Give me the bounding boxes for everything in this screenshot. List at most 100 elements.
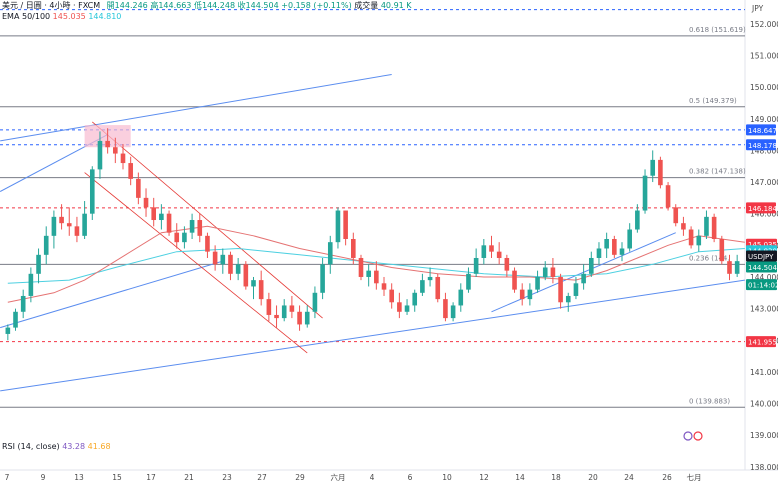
candle[interactable] bbox=[588, 251, 594, 277]
candle[interactable] bbox=[696, 229, 702, 252]
candle[interactable] bbox=[527, 283, 533, 306]
candle[interactable] bbox=[243, 261, 249, 290]
candle[interactable] bbox=[443, 292, 448, 322]
candle[interactable] bbox=[681, 216, 686, 236]
level-tag[interactable]: 146.184 bbox=[746, 202, 777, 214]
candle[interactable] bbox=[496, 242, 502, 265]
candle[interactable] bbox=[665, 182, 671, 211]
candle[interactable] bbox=[205, 232, 210, 258]
candle[interactable] bbox=[89, 166, 95, 221]
candle[interactable] bbox=[435, 273, 441, 303]
candle[interactable] bbox=[212, 245, 218, 271]
candle[interactable] bbox=[105, 128, 110, 154]
candle[interactable] bbox=[420, 273, 425, 296]
candle[interactable] bbox=[519, 283, 525, 306]
price-tag[interactable]: 144.504 bbox=[746, 261, 777, 273]
candle[interactable] bbox=[151, 197, 157, 227]
candle[interactable] bbox=[274, 305, 279, 328]
candle[interactable] bbox=[166, 210, 172, 236]
candle[interactable] bbox=[381, 276, 387, 296]
lightning-icon[interactable] bbox=[683, 431, 693, 441]
candle[interactable] bbox=[335, 207, 341, 249]
candle[interactable] bbox=[312, 286, 318, 319]
level-tag[interactable]: 141.955 bbox=[746, 336, 777, 348]
candle[interactable] bbox=[327, 235, 333, 274]
candle[interactable] bbox=[374, 261, 379, 290]
candle[interactable] bbox=[473, 248, 479, 277]
candle[interactable] bbox=[97, 131, 103, 179]
candle[interactable] bbox=[220, 248, 226, 274]
candle[interactable] bbox=[143, 188, 149, 217]
candle[interactable] bbox=[727, 254, 732, 281]
candle[interactable] bbox=[450, 302, 456, 322]
level-tag[interactable]: 148.647 bbox=[746, 124, 777, 136]
candle[interactable] bbox=[5, 324, 11, 341]
candle[interactable] bbox=[389, 283, 394, 309]
price-tag[interactable]: 01:14:02 bbox=[746, 279, 778, 291]
flag-icon[interactable] bbox=[693, 431, 703, 441]
candle[interactable] bbox=[427, 267, 433, 287]
candle[interactable] bbox=[304, 305, 310, 328]
candle[interactable] bbox=[120, 144, 126, 170]
candle[interactable] bbox=[66, 207, 72, 236]
candle[interactable] bbox=[74, 216, 80, 243]
candle[interactable] bbox=[658, 156, 663, 189]
candle[interactable] bbox=[612, 235, 617, 258]
candle[interactable] bbox=[642, 169, 648, 214]
candle[interactable] bbox=[673, 204, 679, 227]
candle[interactable] bbox=[704, 210, 709, 239]
candle[interactable] bbox=[320, 257, 325, 300]
candle[interactable] bbox=[189, 213, 195, 239]
candle[interactable] bbox=[558, 273, 563, 309]
candle[interactable] bbox=[128, 156, 133, 186]
ema-legend[interactable]: EMA 50/100 145.035 144.810 bbox=[2, 12, 121, 22]
candle[interactable] bbox=[281, 299, 287, 322]
candle[interactable] bbox=[13, 308, 18, 331]
candle[interactable] bbox=[458, 283, 464, 312]
candle[interactable] bbox=[174, 223, 180, 249]
candle[interactable] bbox=[627, 223, 632, 252]
symbol-line[interactable]: 美元 / 日圓 · 4小時 · FXCM bbox=[2, 1, 101, 10]
candle[interactable] bbox=[197, 213, 203, 243]
candle[interactable] bbox=[512, 267, 517, 293]
candle[interactable] bbox=[719, 235, 725, 265]
candle[interactable] bbox=[258, 270, 264, 306]
candle[interactable] bbox=[82, 201, 87, 239]
candle[interactable] bbox=[412, 289, 418, 312]
alert-icons[interactable] bbox=[683, 431, 703, 441]
candle[interactable] bbox=[366, 264, 371, 287]
candle[interactable] bbox=[573, 276, 579, 300]
candle[interactable] bbox=[228, 251, 233, 281]
candle[interactable] bbox=[343, 210, 348, 246]
candle[interactable] bbox=[711, 213, 717, 243]
candle[interactable] bbox=[504, 254, 510, 277]
candle[interactable] bbox=[59, 204, 64, 230]
candle[interactable] bbox=[136, 172, 141, 205]
candle[interactable] bbox=[297, 305, 302, 331]
candle[interactable] bbox=[734, 254, 740, 277]
price-tag[interactable]: USDJPY bbox=[746, 250, 777, 262]
candle[interactable] bbox=[550, 257, 556, 284]
candle[interactable] bbox=[542, 261, 548, 281]
candle[interactable] bbox=[159, 204, 164, 230]
candle[interactable] bbox=[36, 248, 41, 284]
candle[interactable] bbox=[688, 226, 694, 249]
candle[interactable] bbox=[235, 257, 241, 281]
candle[interactable] bbox=[20, 289, 26, 319]
candle[interactable] bbox=[182, 226, 187, 249]
candle[interactable] bbox=[397, 292, 402, 319]
candle[interactable] bbox=[489, 235, 494, 258]
candle[interactable] bbox=[596, 242, 602, 265]
candle[interactable] bbox=[43, 226, 49, 265]
candle[interactable] bbox=[289, 295, 295, 319]
candle[interactable] bbox=[251, 276, 256, 300]
candle[interactable] bbox=[358, 254, 364, 281]
candle[interactable] bbox=[28, 267, 34, 303]
candle[interactable] bbox=[481, 239, 487, 265]
candle[interactable] bbox=[535, 270, 540, 293]
candle[interactable] bbox=[635, 204, 640, 233]
candle[interactable] bbox=[266, 292, 272, 322]
candle[interactable] bbox=[404, 299, 410, 315]
candle[interactable] bbox=[51, 210, 57, 249]
